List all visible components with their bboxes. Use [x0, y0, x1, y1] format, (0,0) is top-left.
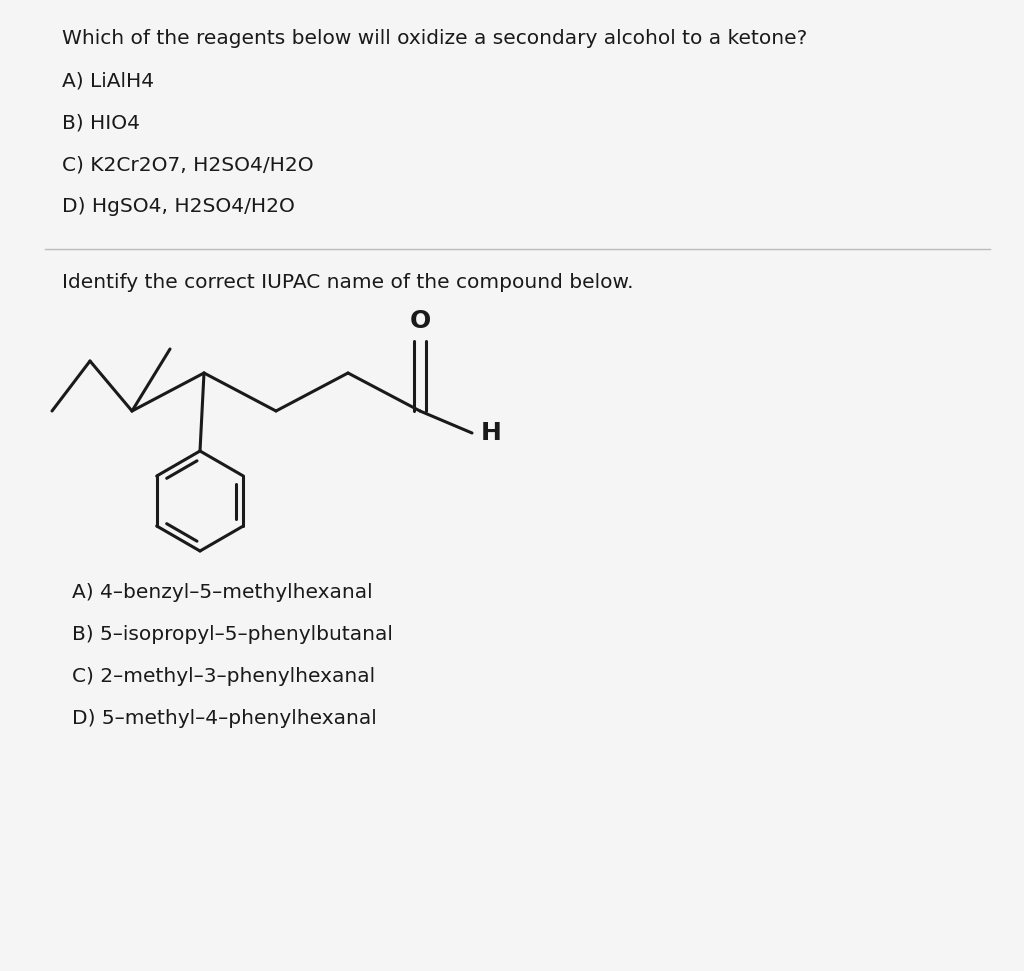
Text: D) HgSO4, H2SO4/H2O: D) HgSO4, H2SO4/H2O	[62, 197, 295, 216]
Text: D) 5–methyl–4–phenylhexanal: D) 5–methyl–4–phenylhexanal	[72, 709, 377, 728]
Text: Which of the reagents below will oxidize a secondary alcohol to a ketone?: Which of the reagents below will oxidize…	[62, 29, 807, 48]
Text: C) 2–methyl–3–phenylhexanal: C) 2–methyl–3–phenylhexanal	[72, 667, 375, 686]
Text: B) HIO4: B) HIO4	[62, 113, 140, 132]
Text: A) LiAlH4: A) LiAlH4	[62, 71, 155, 90]
Text: Identify the correct IUPAC name of the compound below.: Identify the correct IUPAC name of the c…	[62, 273, 634, 292]
Text: C) K2Cr2O7, H2SO4/H2O: C) K2Cr2O7, H2SO4/H2O	[62, 155, 313, 174]
Text: B) 5–isopropyl–5–phenylbutanal: B) 5–isopropyl–5–phenylbutanal	[72, 625, 393, 644]
Text: O: O	[410, 309, 431, 333]
Text: A) 4–benzyl–5–methylhexanal: A) 4–benzyl–5–methylhexanal	[72, 583, 373, 602]
Text: H: H	[481, 421, 502, 445]
